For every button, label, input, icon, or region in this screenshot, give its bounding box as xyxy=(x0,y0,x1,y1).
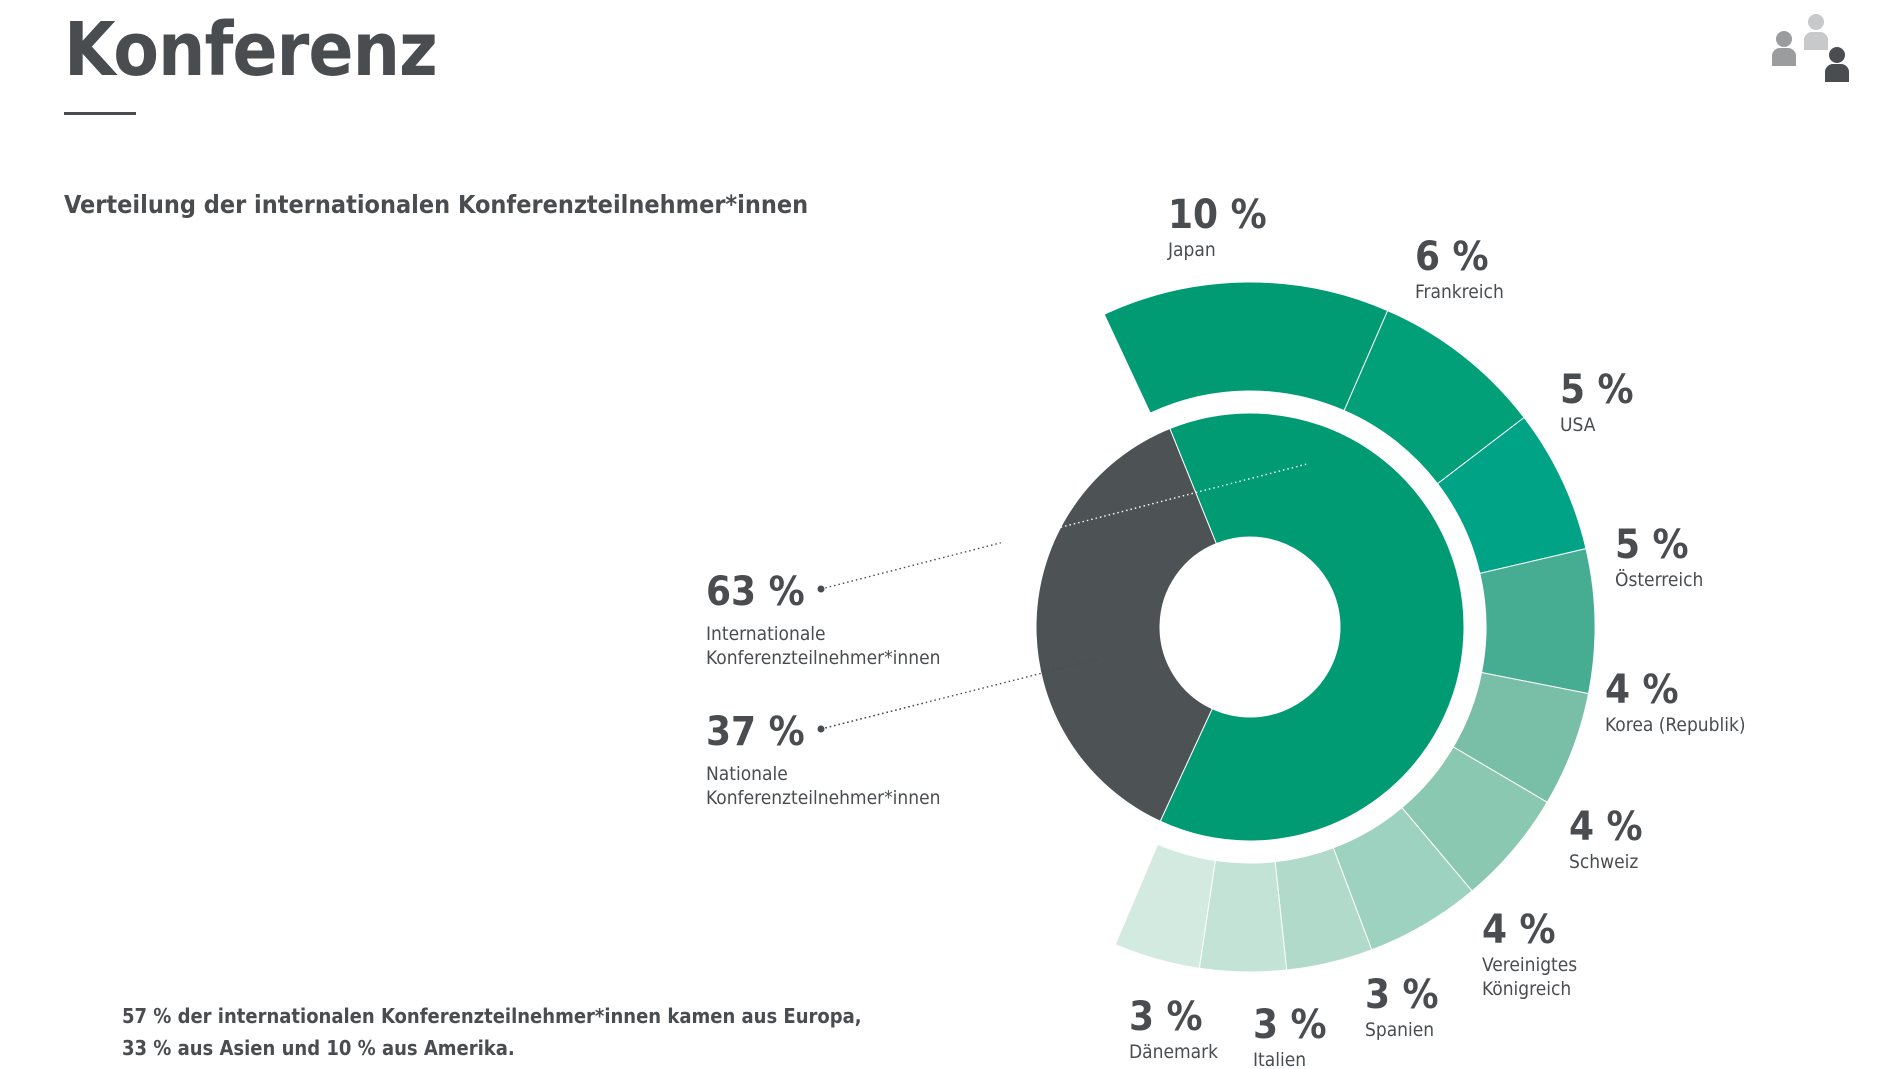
inner-label-internationale-konferenzteilnehmer-innen: 63 % InternationaleKonferenzteilnehmer*in… xyxy=(706,463,1308,669)
category-label: Vereinigtes xyxy=(1482,954,1577,976)
footnote-line-1: 57 % der internationalen Konferenzteilne… xyxy=(122,1004,862,1028)
value-label: 37 % xyxy=(706,709,805,755)
value-label: 10 % xyxy=(1168,192,1267,238)
value-label: 63 % xyxy=(706,569,805,615)
category-label: USA xyxy=(1560,414,1596,436)
leader-dot xyxy=(817,725,825,733)
page-title: Konferenz xyxy=(64,7,438,93)
inner-slice-internationale-konferenzteilnehmer-innen xyxy=(1159,412,1465,842)
category-label: Dänemark xyxy=(1129,1041,1218,1063)
chart-title: Verteilung der internationalen Konferenz… xyxy=(64,190,809,219)
value-label: 3 % xyxy=(1365,972,1439,1018)
outer-label-schweiz: 4 %Schweiz xyxy=(1569,804,1643,873)
outer-label-frankreich: 6 %Frankreich xyxy=(1415,234,1504,303)
category-label: Königreich xyxy=(1482,978,1571,1000)
category-label: Internationale xyxy=(706,623,826,645)
outer-slice-daenemark xyxy=(1114,843,1216,969)
category-label: Schweiz xyxy=(1569,851,1638,873)
leader-line xyxy=(820,542,1001,590)
value-label: 6 % xyxy=(1415,234,1489,280)
category-label: Spanien xyxy=(1365,1019,1434,1041)
category-label: Frankreich xyxy=(1415,281,1504,303)
outer-label-spanien: 3 %Spanien xyxy=(1365,972,1439,1041)
category-label: Österreich xyxy=(1615,568,1703,591)
category-label: Japan xyxy=(1167,239,1216,261)
people-group-icon xyxy=(1772,14,1849,82)
leader-dot xyxy=(817,585,825,593)
outer-label-japan: 10 %Japan xyxy=(1167,192,1267,261)
category-label: Konferenzteilnehmer*innen xyxy=(706,787,940,809)
outer-label-italien: 3 %Italien xyxy=(1253,1002,1327,1069)
value-label: 4 % xyxy=(1482,907,1556,953)
value-label: 5 % xyxy=(1615,522,1689,568)
outer-label-daenemark: 3 %Dänemark xyxy=(1129,994,1218,1063)
outer-label-korea-republik: 4 %Korea (Republik) xyxy=(1605,667,1746,736)
outer-slice-japan xyxy=(1103,281,1389,414)
category-label: Nationale xyxy=(706,763,788,785)
category-label: Italien xyxy=(1253,1049,1306,1069)
footnote: 57 % der internationalen Konferenzteilne… xyxy=(122,1000,862,1064)
value-label: 5 % xyxy=(1560,367,1634,413)
category-label: Korea (Republik) xyxy=(1605,714,1746,736)
footnote-line-2: 33 % aus Asien und 10 % aus Amerika. xyxy=(122,1036,515,1060)
outer-slice-oesterreich xyxy=(1479,548,1596,695)
inner-slice-nationale-konferenzteilnehmer-innen xyxy=(1035,427,1217,822)
value-label: 4 % xyxy=(1605,667,1679,713)
leader-line xyxy=(820,702,924,730)
value-label: 3 % xyxy=(1253,1002,1327,1048)
outer-label-oesterreich: 5 %Österreich xyxy=(1615,522,1703,591)
title-underline xyxy=(64,112,136,115)
value-label: 4 % xyxy=(1569,804,1643,850)
outer-label-usa: 5 %USA xyxy=(1560,367,1634,436)
category-label: Konferenzteilnehmer*innen xyxy=(706,647,940,669)
value-label: 3 % xyxy=(1129,994,1203,1040)
